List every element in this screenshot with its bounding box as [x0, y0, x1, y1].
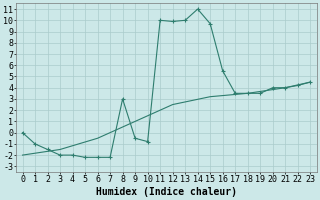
X-axis label: Humidex (Indice chaleur): Humidex (Indice chaleur): [96, 186, 237, 197]
